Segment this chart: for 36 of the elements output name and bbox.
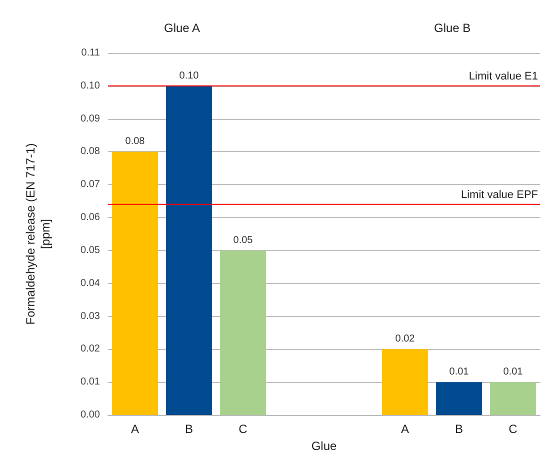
text: Glue A — [164, 21, 200, 35]
x-tick-label: C — [508, 422, 518, 436]
y-tick-label: 0.02 — [80, 344, 100, 355]
y-tick-label: 0.08 — [80, 146, 100, 158]
text: Glue B — [434, 21, 471, 35]
x-axis-title: Glue — [311, 438, 337, 453]
bar — [436, 382, 482, 415]
bar — [166, 86, 212, 415]
ref-line-label: Limit value EPF — [460, 188, 538, 201]
y-tick-label: 0.01 — [80, 376, 100, 388]
data-label: 0.01 — [449, 366, 470, 378]
y-tick-label: 0.11 — [81, 48, 100, 58]
x-tick-label: C — [238, 422, 248, 436]
y-axis-title: Formaldehyde release (EN 717-1) [ppm] — [24, 143, 52, 325]
data-label: 0.10 — [179, 70, 200, 82]
x-tick-label: B — [454, 422, 464, 436]
ref-line-label: Limit value E1 — [468, 70, 538, 82]
x-tick-label: A — [400, 422, 410, 436]
x-tick-label: B — [184, 422, 194, 436]
y-tick-label: 0.10 — [80, 80, 100, 92]
bar — [382, 349, 428, 415]
y-tick-label: 0.00 — [80, 410, 100, 420]
data-label: 0.05 — [233, 234, 254, 246]
bar — [220, 250, 266, 415]
bar — [112, 152, 158, 415]
y-tick-label: 0.05 — [80, 244, 100, 256]
y-tick-label: 0.04 — [80, 278, 100, 289]
y-tick-label: 0.03 — [80, 310, 100, 322]
data-label: 0.02 — [395, 334, 416, 345]
y-tick-label: 0.07 — [80, 179, 100, 190]
bar — [490, 382, 536, 415]
y-tick-label: 0.09 — [80, 113, 100, 124]
data-label: 0.01 — [503, 366, 524, 378]
x-tick-label: A — [130, 422, 140, 436]
y-tick-label: 0.06 — [80, 212, 100, 224]
data-label: 0.08 — [125, 136, 146, 148]
